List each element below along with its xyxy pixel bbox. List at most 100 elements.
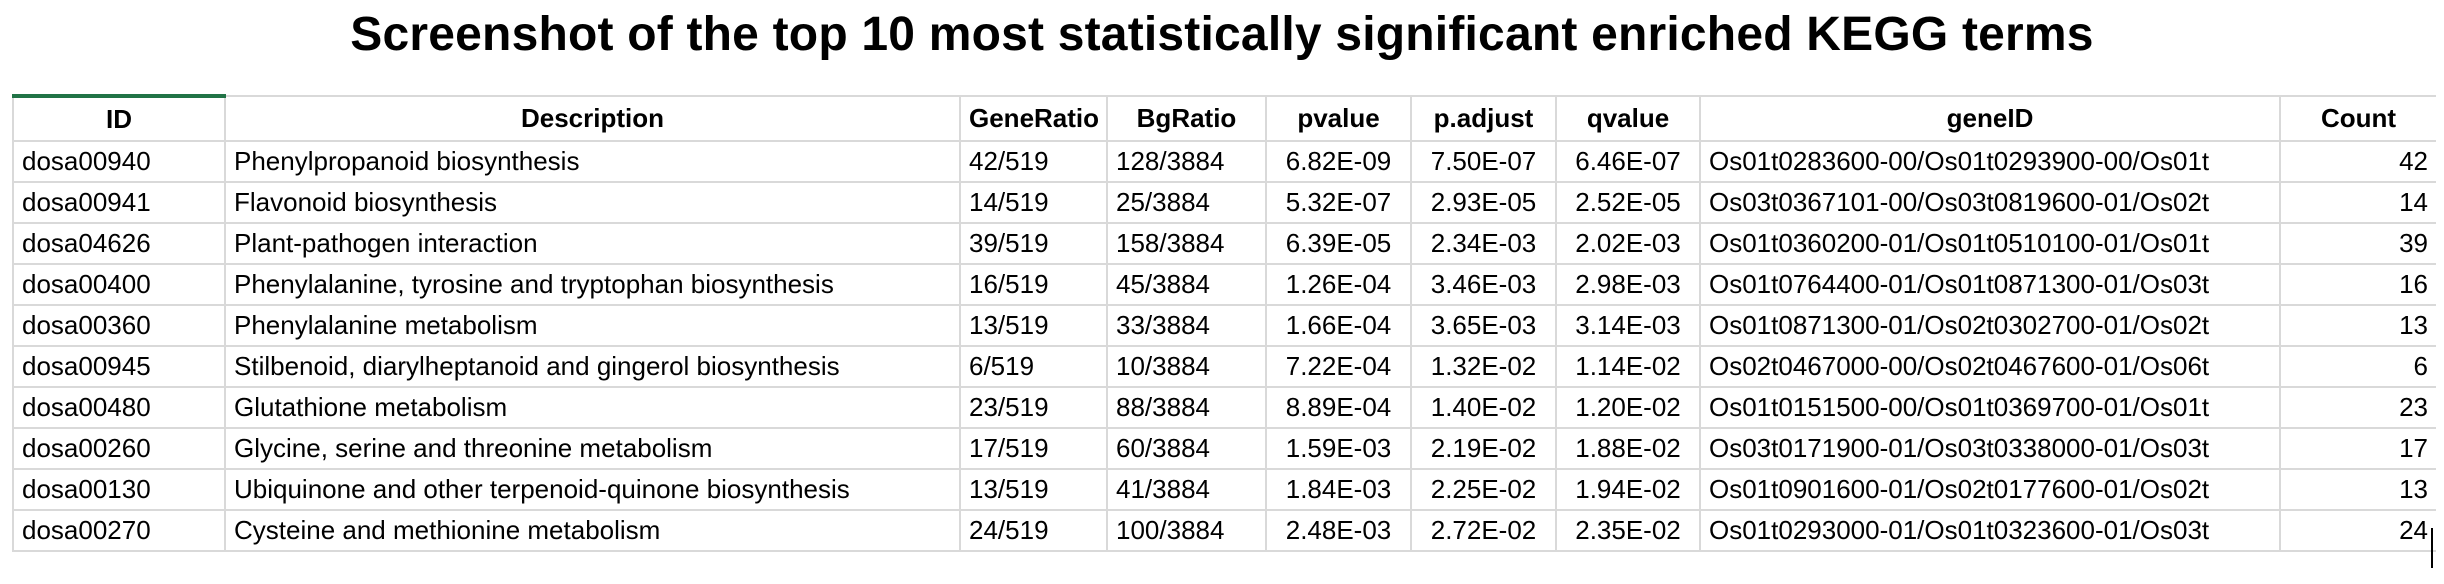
cell-gene-id[interactable]: Os01t0901600-01/Os02t0177600-01/Os02t bbox=[1699, 468, 2281, 511]
cell-count[interactable]: 17 bbox=[2279, 427, 2436, 470]
cell-id[interactable]: dosa04626 bbox=[12, 222, 226, 265]
cell-p-adjust[interactable]: 2.25E-02 bbox=[1410, 468, 1557, 511]
cell-pvalue[interactable]: 8.89E-04 bbox=[1265, 386, 1412, 429]
cell-id[interactable]: dosa00480 bbox=[12, 386, 226, 429]
cell-gene-id[interactable]: Os01t0283600-00/Os01t0293900-00/Os01t bbox=[1699, 140, 2281, 183]
cell-description[interactable]: Phenylalanine, tyrosine and tryptophan b… bbox=[224, 263, 961, 306]
cell-qvalue[interactable]: 2.52E-05 bbox=[1555, 181, 1701, 224]
cell-qvalue[interactable]: 1.94E-02 bbox=[1555, 468, 1701, 511]
cell-id[interactable]: dosa00941 bbox=[12, 181, 226, 224]
cell-id[interactable]: dosa00270 bbox=[12, 509, 226, 552]
column-header-count[interactable]: Count bbox=[2279, 95, 2436, 142]
table-row: dosa04626 Plant-pathogen interaction 39/… bbox=[12, 222, 2436, 265]
cell-gene-ratio[interactable]: 39/519 bbox=[959, 222, 1108, 265]
cell-p-adjust[interactable]: 1.40E-02 bbox=[1410, 386, 1557, 429]
cell-description[interactable]: Cysteine and methionine metabolism bbox=[224, 509, 961, 552]
column-header-pvalue[interactable]: pvalue bbox=[1265, 95, 1412, 142]
cell-bg-ratio[interactable]: 158/3884 bbox=[1106, 222, 1267, 265]
cell-count[interactable]: 39 bbox=[2279, 222, 2436, 265]
column-header-generatio[interactable]: GeneRatio bbox=[959, 95, 1108, 142]
cell-id[interactable]: dosa00260 bbox=[12, 427, 226, 470]
cell-description[interactable]: Stilbenoid, diarylheptanoid and gingerol… bbox=[224, 345, 961, 388]
cell-pvalue[interactable]: 1.84E-03 bbox=[1265, 468, 1412, 511]
cell-gene-id[interactable]: Os03t0367101-00/Os03t0819600-01/Os02t bbox=[1699, 181, 2281, 224]
cell-gene-ratio[interactable]: 16/519 bbox=[959, 263, 1108, 306]
cell-qvalue[interactable]: 2.02E-03 bbox=[1555, 222, 1701, 265]
cell-p-adjust[interactable]: 2.34E-03 bbox=[1410, 222, 1557, 265]
cell-pvalue[interactable]: 1.26E-04 bbox=[1265, 263, 1412, 306]
cell-bg-ratio[interactable]: 45/3884 bbox=[1106, 263, 1267, 306]
cell-qvalue[interactable]: 1.20E-02 bbox=[1555, 386, 1701, 429]
cell-gene-id[interactable]: Os01t0764400-01/Os01t0871300-01/Os03t bbox=[1699, 263, 2281, 306]
cell-p-adjust[interactable]: 3.65E-03 bbox=[1410, 304, 1557, 347]
cell-gene-ratio[interactable]: 23/519 bbox=[959, 386, 1108, 429]
column-header-p-adjust[interactable]: p.adjust bbox=[1410, 95, 1557, 142]
cell-p-adjust[interactable]: 3.46E-03 bbox=[1410, 263, 1557, 306]
cell-p-adjust[interactable]: 1.32E-02 bbox=[1410, 345, 1557, 388]
cell-id[interactable]: dosa00400 bbox=[12, 263, 226, 306]
cell-count[interactable]: 23 bbox=[2279, 386, 2436, 429]
cell-qvalue[interactable]: 2.98E-03 bbox=[1555, 263, 1701, 306]
cell-p-adjust[interactable]: 2.93E-05 bbox=[1410, 181, 1557, 224]
cell-bg-ratio[interactable]: 25/3884 bbox=[1106, 181, 1267, 224]
cell-bg-ratio[interactable]: 10/3884 bbox=[1106, 345, 1267, 388]
cell-description[interactable]: Phenylalanine metabolism bbox=[224, 304, 961, 347]
cell-count[interactable]: 13 bbox=[2279, 468, 2436, 511]
cell-bg-ratio[interactable]: 88/3884 bbox=[1106, 386, 1267, 429]
column-header-bgratio[interactable]: BgRatio bbox=[1106, 95, 1267, 142]
cell-count[interactable]: 13 bbox=[2279, 304, 2436, 347]
cell-p-adjust[interactable]: 7.50E-07 bbox=[1410, 140, 1557, 183]
cell-gene-id[interactable]: Os03t0171900-01/Os03t0338000-01/Os03t bbox=[1699, 427, 2281, 470]
cell-qvalue[interactable]: 1.88E-02 bbox=[1555, 427, 1701, 470]
cell-qvalue[interactable]: 1.14E-02 bbox=[1555, 345, 1701, 388]
cell-gene-id[interactable]: Os01t0293000-01/Os01t0323600-01/Os03t bbox=[1699, 509, 2281, 552]
cell-count[interactable]: 6 bbox=[2279, 345, 2436, 388]
cell-bg-ratio[interactable]: 100/3884 bbox=[1106, 509, 1267, 552]
column-header-geneid[interactable]: geneID bbox=[1699, 95, 2281, 142]
cell-description[interactable]: Plant-pathogen interaction bbox=[224, 222, 961, 265]
column-header-qvalue[interactable]: qvalue bbox=[1555, 95, 1701, 142]
cell-count[interactable]: 24 bbox=[2279, 509, 2436, 552]
cell-pvalue[interactable]: 1.66E-04 bbox=[1265, 304, 1412, 347]
column-header-description[interactable]: Description bbox=[224, 95, 961, 142]
cell-bg-ratio[interactable]: 128/3884 bbox=[1106, 140, 1267, 183]
cell-gene-id[interactable]: Os01t0360200-01/Os01t0510100-01/Os01t bbox=[1699, 222, 2281, 265]
cell-id[interactable]: dosa00945 bbox=[12, 345, 226, 388]
cell-description[interactable]: Flavonoid biosynthesis bbox=[224, 181, 961, 224]
cell-pvalue[interactable]: 6.82E-09 bbox=[1265, 140, 1412, 183]
cell-gene-ratio[interactable]: 42/519 bbox=[959, 140, 1108, 183]
cell-count[interactable]: 16 bbox=[2279, 263, 2436, 306]
cell-description[interactable]: Glutathione metabolism bbox=[224, 386, 961, 429]
column-header-id[interactable]: ID bbox=[12, 94, 226, 142]
cell-gene-ratio[interactable]: 17/519 bbox=[959, 427, 1108, 470]
cell-pvalue[interactable]: 1.59E-03 bbox=[1265, 427, 1412, 470]
cell-gene-ratio[interactable]: 13/519 bbox=[959, 304, 1108, 347]
cell-description[interactable]: Ubiquinone and other terpenoid-quinone b… bbox=[224, 468, 961, 511]
cell-gene-ratio[interactable]: 6/519 bbox=[959, 345, 1108, 388]
cell-description[interactable]: Phenylpropanoid biosynthesis bbox=[224, 140, 961, 183]
cell-gene-ratio[interactable]: 24/519 bbox=[959, 509, 1108, 552]
cell-bg-ratio[interactable]: 33/3884 bbox=[1106, 304, 1267, 347]
cell-pvalue[interactable]: 2.48E-03 bbox=[1265, 509, 1412, 552]
cell-gene-ratio[interactable]: 13/519 bbox=[959, 468, 1108, 511]
cell-qvalue[interactable]: 3.14E-03 bbox=[1555, 304, 1701, 347]
cell-count[interactable]: 14 bbox=[2279, 181, 2436, 224]
cell-bg-ratio[interactable]: 41/3884 bbox=[1106, 468, 1267, 511]
cell-qvalue[interactable]: 2.35E-02 bbox=[1555, 509, 1701, 552]
cell-id[interactable]: dosa00940 bbox=[12, 140, 226, 183]
cell-gene-id[interactable]: Os01t0871300-01/Os02t0302700-01/Os02t bbox=[1699, 304, 2281, 347]
cell-gene-id[interactable]: Os01t0151500-00/Os01t0369700-01/Os01t bbox=[1699, 386, 2281, 429]
cell-gene-id[interactable]: Os02t0467000-00/Os02t0467600-01/Os06t bbox=[1699, 345, 2281, 388]
cell-pvalue[interactable]: 7.22E-04 bbox=[1265, 345, 1412, 388]
cell-p-adjust[interactable]: 2.19E-02 bbox=[1410, 427, 1557, 470]
cell-bg-ratio[interactable]: 60/3884 bbox=[1106, 427, 1267, 470]
cell-qvalue[interactable]: 6.46E-07 bbox=[1555, 140, 1701, 183]
cell-pvalue[interactable]: 5.32E-07 bbox=[1265, 181, 1412, 224]
cell-p-adjust[interactable]: 2.72E-02 bbox=[1410, 509, 1557, 552]
cell-gene-ratio[interactable]: 14/519 bbox=[959, 181, 1108, 224]
cell-pvalue[interactable]: 6.39E-05 bbox=[1265, 222, 1412, 265]
cell-count[interactable]: 42 bbox=[2279, 140, 2436, 183]
cell-id[interactable]: dosa00130 bbox=[12, 468, 226, 511]
cell-id[interactable]: dosa00360 bbox=[12, 304, 226, 347]
cell-description[interactable]: Glycine, serine and threonine metabolism bbox=[224, 427, 961, 470]
